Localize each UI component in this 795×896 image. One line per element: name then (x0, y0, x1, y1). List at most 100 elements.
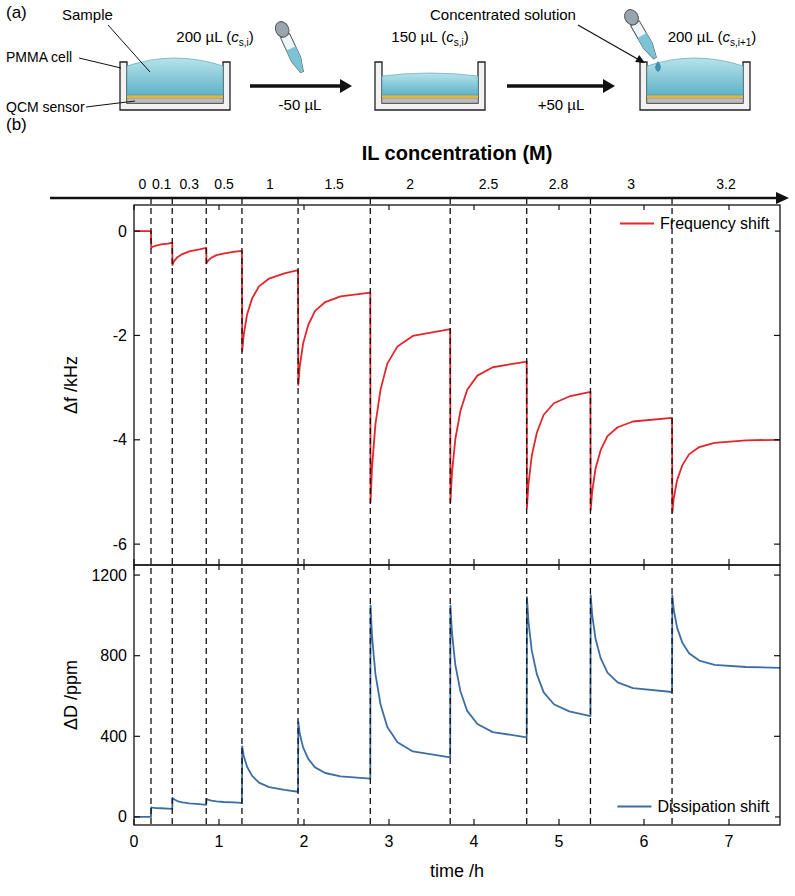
label-part: s,i (239, 37, 249, 48)
y-tick-label: 0 (118, 223, 127, 240)
y-tick (134, 230, 140, 231)
x-tick-label: 3 (385, 833, 394, 850)
concentration-axis-title: IL concentration (M) (362, 142, 553, 164)
x-tick (473, 205, 474, 210)
pipette-tube (281, 34, 307, 74)
x-tick (473, 565, 474, 570)
y-axis-title: Δf /kHz (61, 356, 81, 414)
concentration-label: 3 (627, 176, 635, 192)
concentration-label: 2 (406, 176, 414, 192)
step-line (241, 198, 242, 825)
legend-background (615, 212, 775, 235)
legend: Dissipation shift (612, 795, 775, 818)
step-line (526, 198, 527, 825)
label-part: 150 µL ( (391, 28, 446, 45)
data-area (134, 595, 780, 817)
concentration-label: 0.1 (152, 176, 172, 192)
data-area (134, 231, 780, 513)
x-tick (303, 565, 304, 570)
y-tick (774, 544, 780, 545)
legend-label: Frequency shift (660, 215, 770, 232)
y-tick (774, 736, 780, 737)
step-arrow (507, 84, 605, 88)
cell-label: PMMA cell (6, 49, 72, 65)
x-tick (218, 205, 219, 210)
x-tick (218, 559, 219, 565)
sample-liquid (127, 58, 223, 95)
arrow-head (340, 79, 352, 93)
x-tick (133, 559, 134, 565)
leader-arrow (578, 25, 641, 61)
x-tick (473, 559, 474, 565)
y-tick (134, 439, 140, 440)
concentration-label: 0.5 (214, 176, 234, 192)
x-tick (473, 819, 474, 825)
x-tick-label: 2 (300, 833, 309, 850)
pmma-cell (375, 62, 485, 110)
sample-liquid (382, 73, 478, 95)
step-label: -50 µL (279, 96, 322, 113)
x-tick (558, 819, 559, 825)
x-tick (388, 205, 389, 210)
x-tick (643, 565, 644, 570)
concentration-label: 2.8 (549, 176, 569, 192)
volume-label: 200 µL (cs,i+1) (668, 28, 757, 48)
y-tick-label: -2 (113, 327, 127, 344)
x-axis-title: time /h (430, 861, 484, 881)
x-tick (388, 819, 389, 825)
y-tick-label: 0 (118, 808, 127, 825)
arrow-head (635, 55, 647, 66)
arrow-head (776, 192, 789, 204)
label-part: ) (751, 28, 756, 45)
label-part: 200 µL ( (176, 28, 231, 45)
x-tick (388, 559, 389, 565)
label-part: ) (249, 28, 254, 45)
y-tick (134, 736, 140, 737)
x-tick-label: 4 (470, 833, 479, 850)
pipette (273, 19, 308, 74)
step-label: +50 µL (538, 96, 585, 113)
x-tick-label: 6 (640, 833, 649, 850)
leader-line (86, 101, 135, 107)
y-tick (774, 655, 780, 656)
step-line (150, 198, 151, 825)
x-tick (303, 559, 304, 565)
pipette-tube (631, 21, 660, 61)
concentration-label: 2.5 (479, 176, 499, 192)
x-tick (133, 819, 134, 825)
x-tick-label: 0 (130, 833, 139, 850)
volume-label: 150 µL (cs,i) (391, 28, 468, 48)
solution-label: Concentrated solution (430, 6, 576, 23)
x-tick (218, 565, 219, 570)
arrow-head-group (635, 55, 647, 66)
step-line (206, 198, 207, 825)
y-tick-label: 800 (100, 647, 127, 664)
step-line (671, 198, 672, 825)
legend-swatch (617, 806, 651, 808)
x-tick (728, 205, 729, 210)
step-line (590, 198, 591, 825)
pipette-bulb (622, 7, 641, 27)
y-tick (774, 574, 780, 575)
y-axis-title: ΔD /ppm (61, 660, 81, 730)
x-tick (728, 559, 729, 565)
y-tick-label: -4 (113, 431, 127, 448)
legend-swatch (620, 223, 654, 225)
qcm-sensor (127, 98, 223, 103)
series-line (134, 231, 780, 513)
panel-letter: (b) (6, 115, 27, 134)
y-tick (774, 439, 780, 440)
series-line (134, 595, 780, 817)
sample-label: Sample (62, 6, 113, 23)
concentration-label: 0 (139, 176, 147, 192)
x-tick (388, 565, 389, 570)
legend: Frequency shift (615, 212, 775, 235)
legend-label: Dissipation shift (657, 798, 770, 815)
y-tick-label: -6 (113, 536, 127, 553)
qcm-sensor (647, 98, 743, 103)
x-tick-label: 7 (725, 833, 734, 850)
x-tick (133, 565, 134, 570)
concentration-label: 3.2 (716, 176, 736, 192)
x-tick (133, 205, 134, 210)
y-tick (134, 816, 140, 817)
